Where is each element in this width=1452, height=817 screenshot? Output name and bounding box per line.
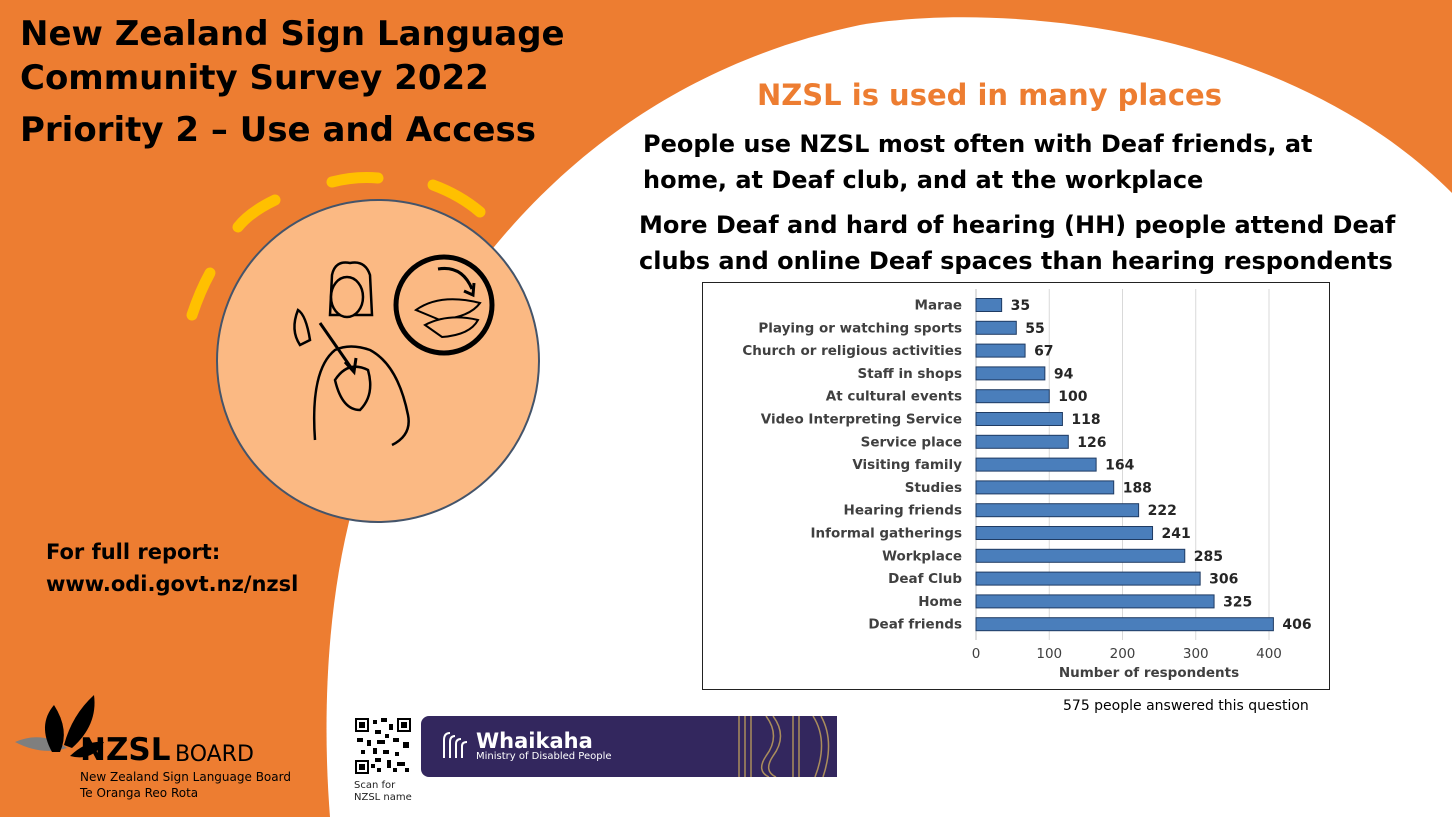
qr-caption-line-2: NZSL name bbox=[354, 792, 412, 803]
bar bbox=[975, 457, 1097, 472]
qr-code-icon[interactable] bbox=[353, 716, 413, 776]
category-label: Deaf Club bbox=[888, 571, 962, 587]
whaikaha-pattern bbox=[738, 716, 830, 777]
board-full-line-2: Te Oranga Reo Rota bbox=[80, 786, 199, 800]
finding-paragraph-2: More Deaf and hard of hearing (HH) peopl… bbox=[639, 211, 1396, 275]
category-label: Playing or watching sports bbox=[758, 320, 962, 336]
data-label: 118 bbox=[1071, 412, 1100, 428]
category-label: Workplace bbox=[882, 548, 962, 564]
bar bbox=[975, 389, 1050, 404]
data-label: 164 bbox=[1105, 458, 1134, 474]
x-tick-label: 100 bbox=[1036, 646, 1062, 662]
sign-language-illustration bbox=[186, 172, 540, 523]
signing-person-icon bbox=[293, 261, 410, 447]
category-label: Marae bbox=[915, 298, 962, 314]
finding-paragraph-1: People use NZSL most often with Deaf fri… bbox=[643, 130, 1313, 194]
data-label: 306 bbox=[1209, 572, 1238, 588]
bar bbox=[975, 503, 1140, 518]
decorative-dashes bbox=[186, 172, 486, 321]
bar bbox=[975, 548, 1186, 563]
category-label: Staff in shops bbox=[858, 366, 962, 382]
category-label: Visiting family bbox=[852, 457, 962, 473]
nzsl-leaf-logo-icon bbox=[15, 695, 104, 758]
category-label: Service place bbox=[861, 434, 962, 450]
full-report-label: For full report: bbox=[46, 540, 221, 564]
bar-chart-panel: Marae 35 Playing or watching sports 55 Churc… bbox=[702, 282, 1330, 690]
title-line-2: Community Survey 2022 bbox=[20, 58, 489, 98]
bar bbox=[975, 434, 1069, 449]
data-label: 67 bbox=[1034, 344, 1053, 360]
category-label: Video Interpreting Service bbox=[761, 412, 962, 428]
sign-symbol-icon bbox=[393, 254, 495, 356]
data-label: 285 bbox=[1194, 549, 1223, 565]
qr-caption: Scan for NZSL name bbox=[354, 780, 412, 804]
category-label: Church or religious activities bbox=[742, 343, 962, 359]
bar bbox=[975, 320, 1017, 335]
category-label: Hearing friends bbox=[844, 503, 962, 519]
x-tick-label: 0 bbox=[972, 646, 981, 662]
report-url-link[interactable]: www.odi.govt.nz/nzsl bbox=[46, 572, 299, 596]
whaikaha-logo-icon bbox=[443, 732, 468, 758]
category-label: Informal gatherings bbox=[810, 526, 962, 542]
data-label: 241 bbox=[1162, 526, 1191, 542]
bar bbox=[975, 343, 1026, 358]
bar bbox=[975, 571, 1201, 586]
category-label: Home bbox=[918, 594, 962, 610]
data-label: 188 bbox=[1123, 480, 1152, 496]
category-label: Deaf friends bbox=[868, 617, 962, 633]
respondents-footnote: 575 people answered this question bbox=[1063, 698, 1309, 714]
board-full-line-1: New Zealand Sign Language Board bbox=[80, 770, 291, 784]
bar bbox=[975, 526, 1154, 540]
data-label: 406 bbox=[1282, 617, 1311, 633]
title-line-3: Priority 2 – Use and Access bbox=[20, 110, 536, 150]
x-tick-label: 400 bbox=[1256, 646, 1282, 662]
data-label: 126 bbox=[1077, 435, 1106, 451]
illustration-circle bbox=[216, 199, 540, 523]
x-axis-label: Number of respondents bbox=[1059, 665, 1239, 681]
category-label: At cultural events bbox=[826, 389, 962, 405]
board-logo-text: BOARD bbox=[175, 742, 254, 767]
bar-chart: Marae 35 Playing or watching sports 55 Churc… bbox=[742, 289, 1312, 681]
data-label: 222 bbox=[1148, 503, 1177, 519]
x-tick-label: 200 bbox=[1110, 646, 1136, 662]
bar bbox=[975, 366, 1046, 381]
category-label: Studies bbox=[905, 480, 962, 496]
data-label: 94 bbox=[1054, 366, 1074, 382]
title-line-1: New Zealand Sign Language bbox=[20, 14, 565, 54]
data-label: 55 bbox=[1025, 321, 1044, 337]
bar bbox=[975, 298, 1003, 312]
whaikaha-banner bbox=[421, 716, 837, 777]
x-tick-label: 300 bbox=[1183, 646, 1209, 662]
board-full-name: New Zealand Sign Language Board Te Orang… bbox=[80, 769, 291, 801]
nzsl-logo-text: NZSL bbox=[80, 732, 171, 768]
bar bbox=[975, 412, 1063, 426]
whaikaha-subtitle: Ministry of Disabled People bbox=[476, 751, 612, 762]
data-label: 100 bbox=[1058, 389, 1087, 405]
whaikaha-name: Whaikaha bbox=[476, 729, 593, 753]
bar bbox=[975, 617, 1274, 632]
bar bbox=[975, 480, 1115, 495]
data-label: 325 bbox=[1223, 594, 1252, 610]
qr-caption-line-1: Scan for bbox=[354, 780, 396, 791]
section-subheading: NZSL is used in many places bbox=[757, 78, 1222, 112]
bar bbox=[975, 594, 1215, 609]
data-label: 35 bbox=[1011, 298, 1030, 314]
